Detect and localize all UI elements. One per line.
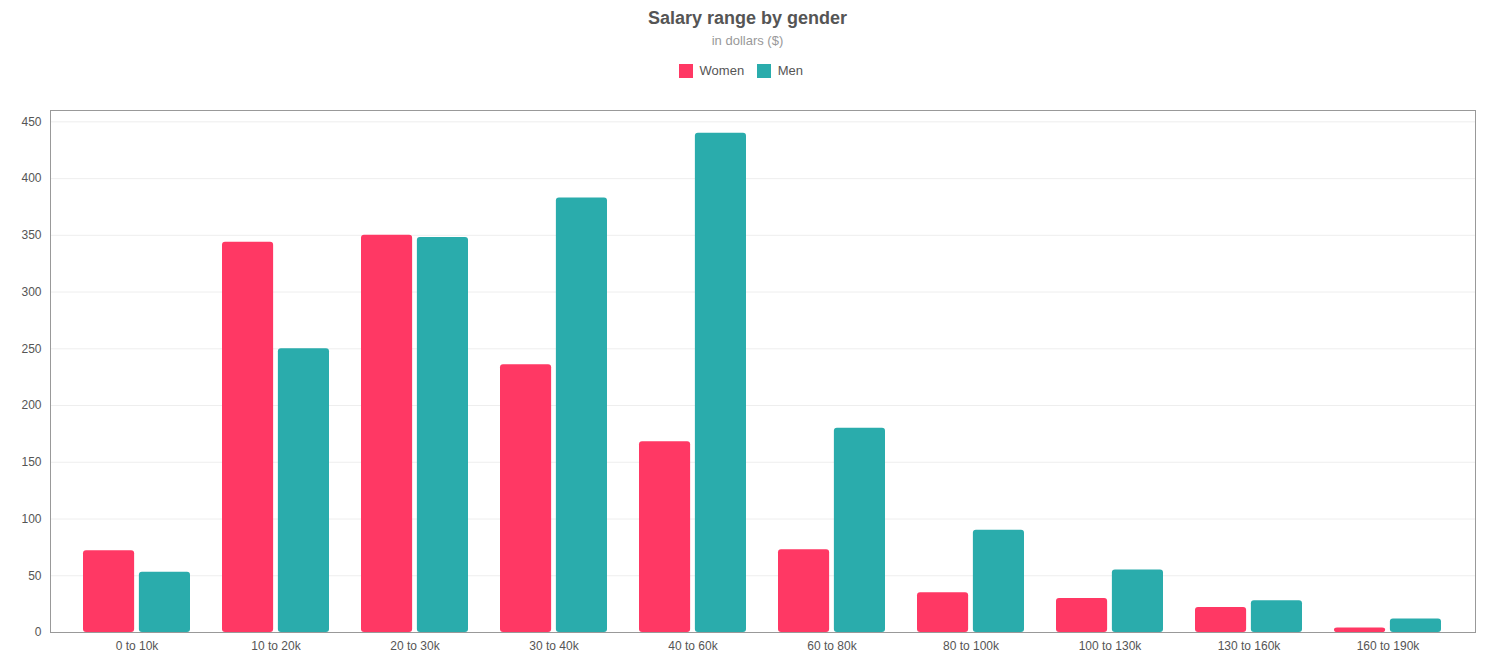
svg-text:0: 0 <box>35 625 42 639</box>
svg-text:150: 150 <box>21 455 41 469</box>
svg-text:10 to 20k: 10 to 20k <box>251 639 301 653</box>
svg-text:250: 250 <box>21 341 41 355</box>
svg-text:20 to 30k: 20 to 30k <box>390 639 440 653</box>
svg-text:60 to 80k: 60 to 80k <box>807 639 857 653</box>
svg-text:40 to 60k: 40 to 60k <box>668 639 718 653</box>
html-text:Men: Men <box>777 63 803 78</box>
svg-text:0 to 10k: 0 to 10k <box>116 639 160 653</box>
html-text:Women: Women <box>699 63 745 78</box>
svg-text:300: 300 <box>21 284 41 298</box>
svg-text:100 to 130k: 100 to 130k <box>1079 639 1143 653</box>
html-text:in dollars ($): in dollars ($) <box>711 33 784 48</box>
svg-text:160 to 190k: 160 to 190k <box>1357 639 1421 653</box>
html-text:Salary range by gender: Salary range by gender <box>648 8 847 28</box>
svg-text:80 to 100k: 80 to 100k <box>943 639 1000 653</box>
svg-text:100: 100 <box>21 511 41 525</box>
svg-text:400: 400 <box>21 171 41 185</box>
svg-text:50: 50 <box>28 568 42 582</box>
svg-text:350: 350 <box>21 228 41 242</box>
svg-text:200: 200 <box>21 398 41 412</box>
svg-text:450: 450 <box>21 114 41 128</box>
svg-text:130 to 160k: 130 to 160k <box>1218 639 1282 653</box>
svg-text:30 to 40k: 30 to 40k <box>529 639 579 653</box>
